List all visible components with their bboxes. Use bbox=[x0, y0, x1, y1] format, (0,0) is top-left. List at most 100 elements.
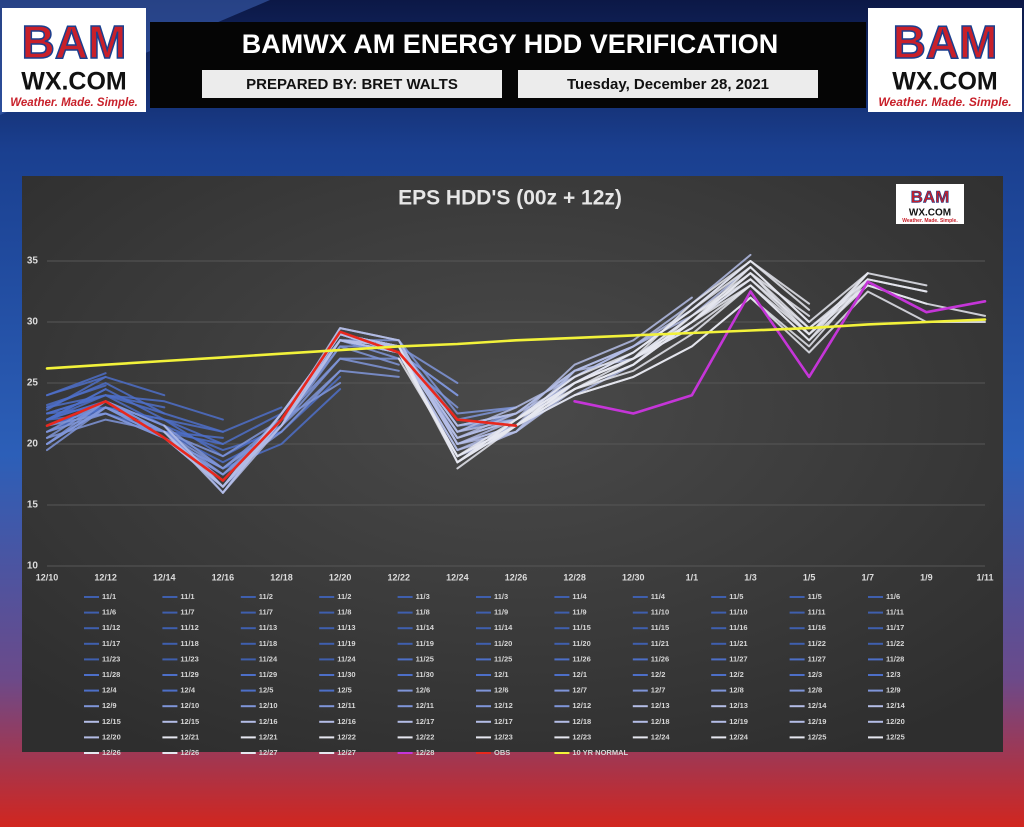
legend-label: 11/22 bbox=[808, 639, 826, 648]
logo-box bbox=[868, 8, 1022, 112]
legend-label: 12/10 bbox=[259, 701, 278, 710]
legend-label: 11/10 bbox=[729, 608, 747, 617]
legend-label: 12/9 bbox=[886, 686, 901, 695]
legend-label: 12/6 bbox=[416, 686, 431, 695]
legend-label: 12/26 bbox=[180, 748, 199, 757]
legend-label: 11/22 bbox=[886, 639, 904, 648]
y-tick-label: 20 bbox=[27, 439, 39, 450]
series-line bbox=[46, 388, 283, 458]
legend-label: 12/22 bbox=[337, 732, 356, 741]
legend-label: 11/18 bbox=[180, 639, 198, 648]
header-date: Tuesday, December 28, 2021 bbox=[567, 76, 769, 93]
legend-label: 12/10 bbox=[180, 701, 199, 710]
legend-label: 11/21 bbox=[651, 639, 669, 648]
legend-label: 11/28 bbox=[102, 670, 120, 679]
logo-right: BAM WX.COM Weather. Made. Simple. bbox=[868, 8, 1022, 112]
y-tick-label: 30 bbox=[27, 317, 39, 328]
legend-label: 12/27 bbox=[337, 748, 356, 757]
legend-label: 11/8 bbox=[337, 608, 351, 617]
legend-label: 11/24 bbox=[337, 654, 356, 663]
legend-label: 11/14 bbox=[416, 623, 435, 632]
legend-label: 11/1 bbox=[180, 592, 194, 601]
legend-label: 11/30 bbox=[416, 670, 434, 679]
legend-label: 12/11 bbox=[337, 701, 355, 710]
x-tick-label: 1/3 bbox=[744, 572, 757, 582]
legend-label: 11/29 bbox=[259, 670, 277, 679]
legend-label: 12/28 bbox=[416, 748, 435, 757]
logo-site: WX.COM bbox=[909, 208, 951, 219]
legend: 11/1 11/1 11/2 11/2 11/3 11/3 11/4 11/4 11/5 11/5… bbox=[84, 592, 906, 757]
date-box bbox=[518, 70, 818, 98]
x-tick-label: 12/22 bbox=[387, 572, 410, 582]
x-tick-label: 12/30 bbox=[622, 572, 645, 582]
legend-label: 11/16 bbox=[808, 623, 826, 632]
legend-label: 11/23 bbox=[180, 654, 198, 663]
x-tick-label: 12/12 bbox=[94, 572, 117, 582]
legend-label: OBS bbox=[494, 748, 510, 757]
legend-label: 12/4 bbox=[180, 686, 195, 695]
legend-label: 12/13 bbox=[651, 701, 670, 710]
legend-label: 12/5 bbox=[259, 686, 274, 695]
axes: 10 15 20 25 30 35 12/10 12/12 12/14 12/16 12/18 12/… bbox=[27, 256, 994, 583]
legend-label: 11/9 bbox=[494, 608, 508, 617]
legend-label: 11/15 bbox=[572, 623, 590, 632]
y-tick-label: 10 bbox=[27, 561, 39, 572]
logo-brand: BAM bbox=[893, 16, 998, 68]
legend-label: 11/12 bbox=[102, 623, 120, 632]
legend-label: 11/25 bbox=[416, 654, 434, 663]
legend-label: 11/16 bbox=[729, 623, 747, 632]
logo-box bbox=[2, 8, 146, 112]
legend-label: 11/10 bbox=[651, 608, 669, 617]
legend-label: 11/21 bbox=[729, 639, 747, 648]
legend-label: 12/15 bbox=[102, 717, 121, 726]
legend-label: 12/14 bbox=[886, 701, 906, 710]
legend-label: 11/28 bbox=[886, 654, 904, 663]
legend-label: 11/30 bbox=[337, 670, 355, 679]
legend-label: 11/20 bbox=[494, 639, 512, 648]
series-line bbox=[573, 284, 986, 391]
legend-label: 11/12 bbox=[180, 623, 198, 632]
legend-label: 12/7 bbox=[572, 686, 587, 695]
legend-label: 11/4 bbox=[572, 592, 587, 601]
x-tick-label: 12/20 bbox=[329, 572, 352, 582]
prepared-box bbox=[202, 70, 502, 98]
legend-label: 12/6 bbox=[494, 686, 509, 695]
legend-label: 12/7 bbox=[651, 686, 666, 695]
legend-label: 11/1 bbox=[102, 592, 116, 601]
logo-brand: BAM bbox=[911, 187, 950, 206]
logo-site: WX.COM bbox=[892, 68, 998, 96]
series-line bbox=[45, 330, 518, 482]
legend-label: 12/25 bbox=[886, 732, 905, 741]
x-tick-label: 1/5 bbox=[803, 572, 816, 582]
legend-label: 12/5 bbox=[337, 686, 352, 695]
x-tick-label: 1/9 bbox=[920, 572, 933, 582]
legend-label: 12/12 bbox=[572, 701, 591, 710]
x-tick-label: 12/28 bbox=[563, 572, 586, 582]
logo-box bbox=[896, 184, 964, 224]
legend-label: 11/6 bbox=[102, 608, 116, 617]
legend-label: 11/27 bbox=[808, 654, 826, 663]
legend-label: 11/7 bbox=[180, 608, 194, 617]
legend-label: 11/13 bbox=[259, 623, 277, 632]
legend-label: 12/1 bbox=[494, 670, 509, 679]
legend-label: 12/27 bbox=[259, 748, 278, 757]
legend-label: 12/17 bbox=[494, 717, 513, 726]
legend-label: 11/15 bbox=[651, 623, 669, 632]
legend-label: 12/8 bbox=[729, 686, 744, 695]
series-line bbox=[45, 318, 987, 370]
legend-label: 11/3 bbox=[494, 592, 508, 601]
legend-label: 12/19 bbox=[808, 717, 827, 726]
logo-site: WX.COM bbox=[21, 68, 127, 96]
chart-logo: BAM WX.COM Weather. Made. Simple. bbox=[896, 184, 964, 224]
legend-label: 11/24 bbox=[259, 654, 278, 663]
legend-label: 11/4 bbox=[651, 592, 666, 601]
header-title: BAMWX AM ENERGY HDD VERIFICATION bbox=[242, 29, 779, 59]
legend-label: 11/29 bbox=[180, 670, 198, 679]
legend-label: 12/4 bbox=[102, 686, 117, 695]
series-line bbox=[46, 394, 224, 421]
legend-label: 12/20 bbox=[102, 732, 121, 741]
chart-panel bbox=[22, 176, 1003, 752]
legend-label: 12/17 bbox=[416, 717, 435, 726]
x-tick-label: 1/11 bbox=[976, 572, 993, 582]
chart-title: EPS HDD'S (00z + 12z) bbox=[398, 187, 622, 210]
